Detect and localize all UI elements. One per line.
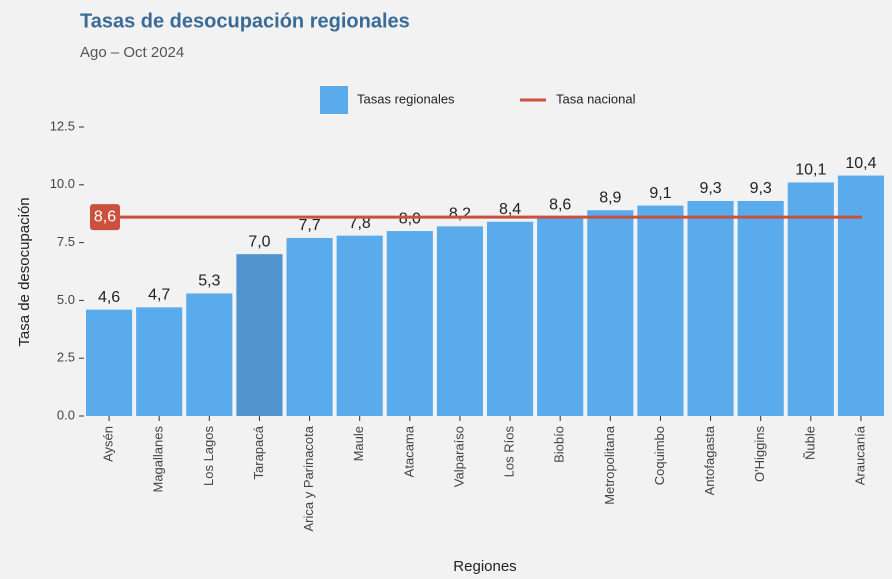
x-tick-label: Magallanes <box>151 426 166 493</box>
bar <box>787 182 834 416</box>
value-label: 9,1 <box>649 185 671 202</box>
value-label: 4,6 <box>98 289 120 306</box>
bar <box>687 200 734 416</box>
bar <box>186 293 233 416</box>
bar <box>236 254 283 416</box>
x-tick-label: Coquimbo <box>652 426 667 485</box>
bar <box>587 210 634 416</box>
bar <box>86 309 133 416</box>
value-label: 7,0 <box>248 233 270 250</box>
chart-title: Tasas de desocupación regionales <box>80 10 410 32</box>
y-tick-label: 0.0 <box>57 407 75 422</box>
bar <box>436 226 483 416</box>
value-label: 7,7 <box>298 217 320 234</box>
x-tick-label: Ñuble <box>802 426 817 460</box>
x-tick-label: Arica y Parinacota <box>301 425 316 531</box>
x-tick-label: Los Ríos <box>502 426 517 478</box>
legend-label: Tasas regionales <box>357 91 455 106</box>
x-tick-label: Tarapacá <box>251 425 266 479</box>
x-tick-label: Biobío <box>552 426 567 463</box>
value-label: 8,9 <box>599 189 621 206</box>
value-label: 10,4 <box>845 155 876 172</box>
y-tick-label: 2.5 <box>57 350 75 365</box>
bar <box>837 175 884 416</box>
bar <box>737 200 784 416</box>
bar <box>487 221 534 416</box>
y-tick-label: 10.0 <box>50 176 75 191</box>
x-tick-label: Los Lagos <box>201 426 216 486</box>
legend-swatch <box>320 86 348 114</box>
value-label: 8,6 <box>549 196 571 213</box>
bar <box>537 217 584 416</box>
x-axis-title: Regiones <box>453 558 516 575</box>
y-tick-label: 5.0 <box>57 292 75 307</box>
value-label: 4,7 <box>148 287 170 304</box>
bar <box>286 237 333 416</box>
reference-label-box <box>90 204 120 231</box>
bar <box>637 205 684 416</box>
value-label: 9,3 <box>750 180 772 197</box>
chart-subtitle: Ago – Oct 2024 <box>80 44 184 61</box>
x-tick-label: Atacama <box>401 425 416 477</box>
x-tick-label: O'Higgins <box>752 426 767 482</box>
x-tick-label: Maule <box>351 426 366 461</box>
value-label: 10,1 <box>795 162 826 179</box>
value-label: 7,8 <box>349 215 371 232</box>
value-label: 8,0 <box>399 210 421 227</box>
bar <box>386 231 433 416</box>
x-tick-label: Aysén <box>101 426 116 462</box>
x-tick-label: Araucanía <box>852 425 867 485</box>
reference-label: 8,6 <box>94 208 116 225</box>
x-tick-label: Valparaíso <box>451 426 466 487</box>
bar <box>336 235 383 416</box>
value-label: 5,3 <box>198 273 220 290</box>
legend-label: Tasa nacional <box>556 91 636 106</box>
x-tick-label: Antofagasta <box>702 425 717 495</box>
x-tick-label: Metropolitana <box>602 425 617 505</box>
value-label: 8,4 <box>499 201 521 218</box>
value-label: 9,3 <box>699 180 721 197</box>
bar <box>136 307 183 416</box>
value-label: 8,2 <box>449 206 471 223</box>
y-tick-label: 7.5 <box>57 234 75 249</box>
y-tick-label: 12.5 <box>50 118 75 133</box>
y-axis-title: Tasa de desocupación <box>16 197 33 346</box>
